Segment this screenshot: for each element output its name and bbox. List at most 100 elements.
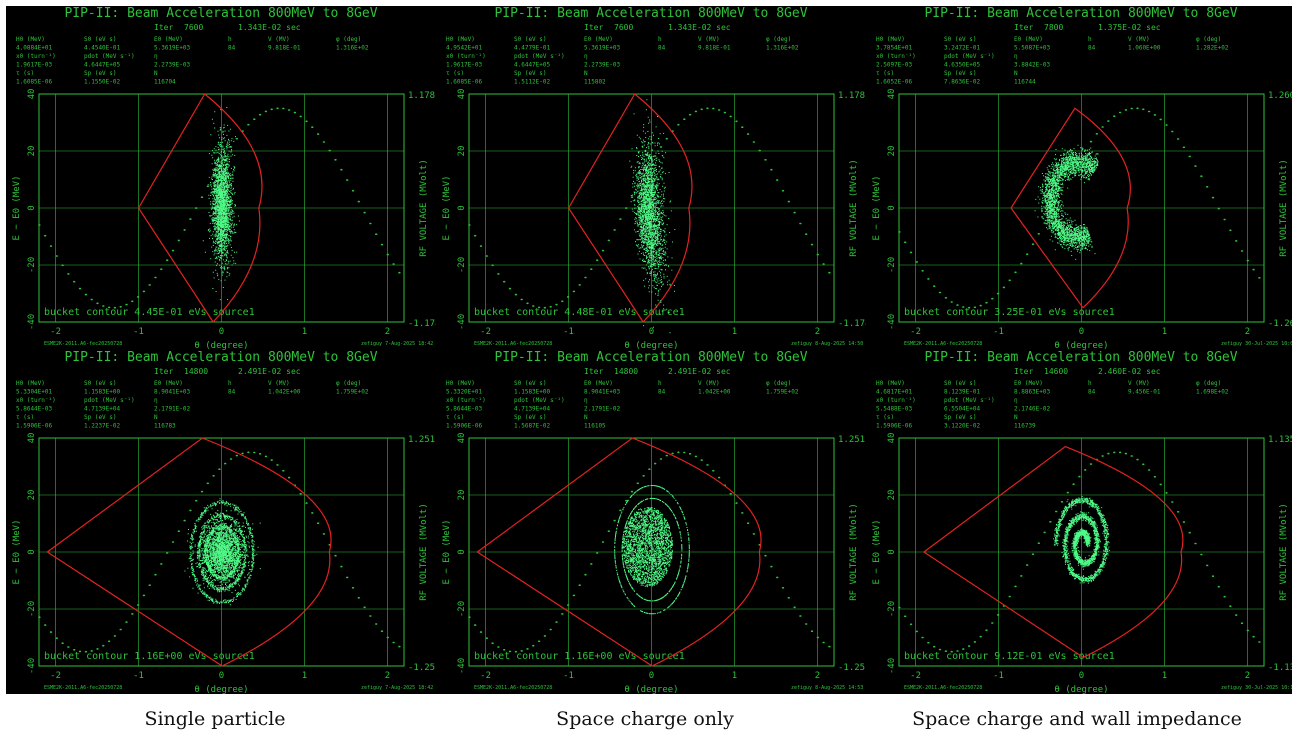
y2-axis-label: RF VOLTAGE (MVolt) bbox=[419, 503, 429, 601]
info-cell: 1.060E+00 bbox=[1128, 45, 1161, 52]
info-cell: pdot (MeV s⁻¹) bbox=[84, 53, 135, 60]
y-tick-label: -20 bbox=[27, 257, 37, 273]
bucket-contour-label: bucket contour 3.25E-01 eVs source1 bbox=[904, 307, 1115, 318]
x-tick-label: 2 bbox=[385, 327, 390, 337]
info-cell: 8.9041E+03 bbox=[154, 389, 191, 396]
phase-space-plot-bottom-right: PIP-II: Beam Acceleration 800MeV to 8GeV… bbox=[866, 350, 1292, 694]
x-axis-label: θ (degree) bbox=[1054, 341, 1108, 350]
iter-label: Iter bbox=[584, 367, 603, 376]
separatrix-contour bbox=[476, 437, 762, 667]
info-cell: Sp (eV s) bbox=[944, 70, 977, 77]
info-cell: x0 (turn⁻¹) bbox=[876, 53, 916, 60]
y-tick-label: 20 bbox=[887, 146, 897, 157]
info-cell: 1.5687E-02 bbox=[514, 423, 551, 430]
info-cell: 5.3619E+03 bbox=[584, 45, 621, 52]
info-cell: φ (deg) bbox=[766, 36, 791, 43]
time-value: 2.491E-02 sec bbox=[668, 367, 731, 376]
info-cell: N bbox=[1014, 414, 1018, 421]
info-cell: 4.6447E+05 bbox=[514, 62, 551, 69]
x-axis-label: θ (degree) bbox=[1054, 685, 1108, 694]
info-cell: η bbox=[584, 53, 588, 60]
y2-axis-label: RF VOLTAGE (MVolt) bbox=[849, 503, 859, 601]
caption-space-charge: Space charge only bbox=[556, 708, 734, 730]
info-cell: S0 (eV s) bbox=[944, 36, 977, 43]
time-value: 1.375E-02 sec bbox=[1098, 23, 1161, 32]
info-cell: E0 (MeV) bbox=[154, 380, 183, 387]
info-cell: H0 (MeV) bbox=[876, 36, 905, 43]
time-value: 1.343E-02 sec bbox=[238, 23, 301, 32]
iter-value: 7600 bbox=[184, 23, 203, 32]
info-cell: Sp (eV s) bbox=[84, 70, 117, 77]
info-cell: E0 (MeV) bbox=[154, 36, 183, 43]
info-cell: h bbox=[1088, 36, 1092, 43]
bucket-contour-label: bucket contour 4.48E-01 eVs source1 bbox=[474, 307, 685, 318]
info-cell: 1.9617E-03 bbox=[446, 62, 483, 69]
x-tick-label: 0 bbox=[1079, 327, 1084, 337]
info-cell: 2.1791E-02 bbox=[154, 406, 191, 413]
info-cell: 116744 bbox=[1014, 79, 1036, 86]
info-cell: x0 (turn⁻¹) bbox=[876, 397, 916, 404]
iter-value: 14800 bbox=[184, 367, 208, 376]
info-cell: Sp (eV s) bbox=[514, 70, 547, 77]
info-cell: 8.8863E+03 bbox=[1014, 389, 1051, 396]
info-cell: 1.5112E-02 bbox=[514, 79, 551, 86]
info-cell: 1.6085E-06 bbox=[446, 79, 483, 86]
rf-voltage-curve bbox=[468, 107, 831, 309]
plot-svg: PIP-II: Beam Acceleration 800MeV to 8GeV… bbox=[12, 6, 436, 350]
y-tick-label: 20 bbox=[457, 146, 467, 157]
beam-particles bbox=[629, 99, 676, 334]
info-cell: η bbox=[1014, 397, 1018, 404]
x-tick-label: 0 bbox=[649, 671, 654, 681]
y-tick-label: 0 bbox=[27, 205, 37, 210]
beam-macroparticles bbox=[184, 498, 261, 606]
info-cell: N bbox=[154, 70, 158, 77]
caption-single-particle: Single particle bbox=[144, 708, 286, 730]
info-cell: pdot (MeV s⁻¹) bbox=[84, 397, 135, 404]
beam-particles bbox=[1053, 496, 1110, 584]
y-tick-label: 20 bbox=[457, 490, 467, 501]
footer-right: zefiguy 8-Aug-2025 14:50 bbox=[791, 341, 863, 347]
y-tick-label: 0 bbox=[887, 205, 897, 210]
info-cell: V (MV) bbox=[268, 36, 290, 43]
info-cell: V (MV) bbox=[1128, 380, 1150, 387]
footer-right: zefiguy 7-Aug-2025 18:42 bbox=[361, 341, 433, 347]
info-cell: 6.5504E+04 bbox=[944, 406, 981, 413]
info-cell: 2.2739E-03 bbox=[584, 62, 621, 69]
phase-space-plot-bottom-left: PIP-II: Beam Acceleration 800MeV to 8GeV… bbox=[6, 350, 436, 694]
plot-title: PIP-II: Beam Acceleration 800MeV to 8GeV bbox=[64, 350, 377, 365]
y2-axis-label: RF VOLTAGE (MVolt) bbox=[1279, 503, 1289, 601]
info-cell: τ (s) bbox=[876, 70, 894, 77]
x-tick-label: 1 bbox=[732, 671, 737, 681]
y2-tick-bottom: -1.178 bbox=[408, 319, 436, 329]
rf-voltage-curve bbox=[468, 451, 831, 653]
info-cell: 84 bbox=[658, 45, 666, 52]
y-axis-label: E − E0 (MeV) bbox=[442, 175, 452, 240]
y2-tick-top: 1.251 bbox=[408, 435, 435, 445]
x-tick-label: -2 bbox=[910, 327, 921, 337]
info-cell: E0 (MeV) bbox=[1014, 380, 1043, 387]
info-cell: 5.3304E+01 bbox=[16, 389, 53, 396]
plot-title: PIP-II: Beam Acceleration 800MeV to 8GeV bbox=[494, 350, 807, 365]
y2-tick-bottom: -1.251 bbox=[838, 663, 866, 673]
y-tick-label: -40 bbox=[457, 314, 467, 330]
x-tick-label: 1 bbox=[1162, 671, 1167, 681]
iter-label: Iter bbox=[154, 367, 173, 376]
info-cell: h bbox=[658, 36, 662, 43]
info-cell: 1.316E+02 bbox=[336, 45, 369, 52]
beam-macroparticles bbox=[1053, 496, 1110, 584]
y2-tick-top: 1.260 bbox=[1268, 91, 1292, 101]
iter-value: 14600 bbox=[1044, 367, 1068, 376]
info-cell: S0 (eV s) bbox=[514, 380, 547, 387]
bucket-contour-label: bucket contour 1.16E+00 eVs source1 bbox=[474, 651, 685, 662]
separatrix-contour bbox=[138, 93, 263, 323]
info-cell: 7.8636E-02 bbox=[944, 79, 981, 86]
y-tick-label: 0 bbox=[27, 549, 37, 554]
info-cell: 1.5906E-06 bbox=[446, 423, 483, 430]
iter-value: 7600 bbox=[614, 23, 633, 32]
info-cell: 4.6447E+05 bbox=[84, 62, 121, 69]
info-cell: N bbox=[584, 414, 588, 421]
info-cell: 4.7139E+04 bbox=[514, 406, 551, 413]
info-cell: 5.5087E+03 bbox=[1014, 45, 1051, 52]
beam-particles bbox=[202, 107, 240, 301]
info-cell: E0 (MeV) bbox=[584, 36, 613, 43]
